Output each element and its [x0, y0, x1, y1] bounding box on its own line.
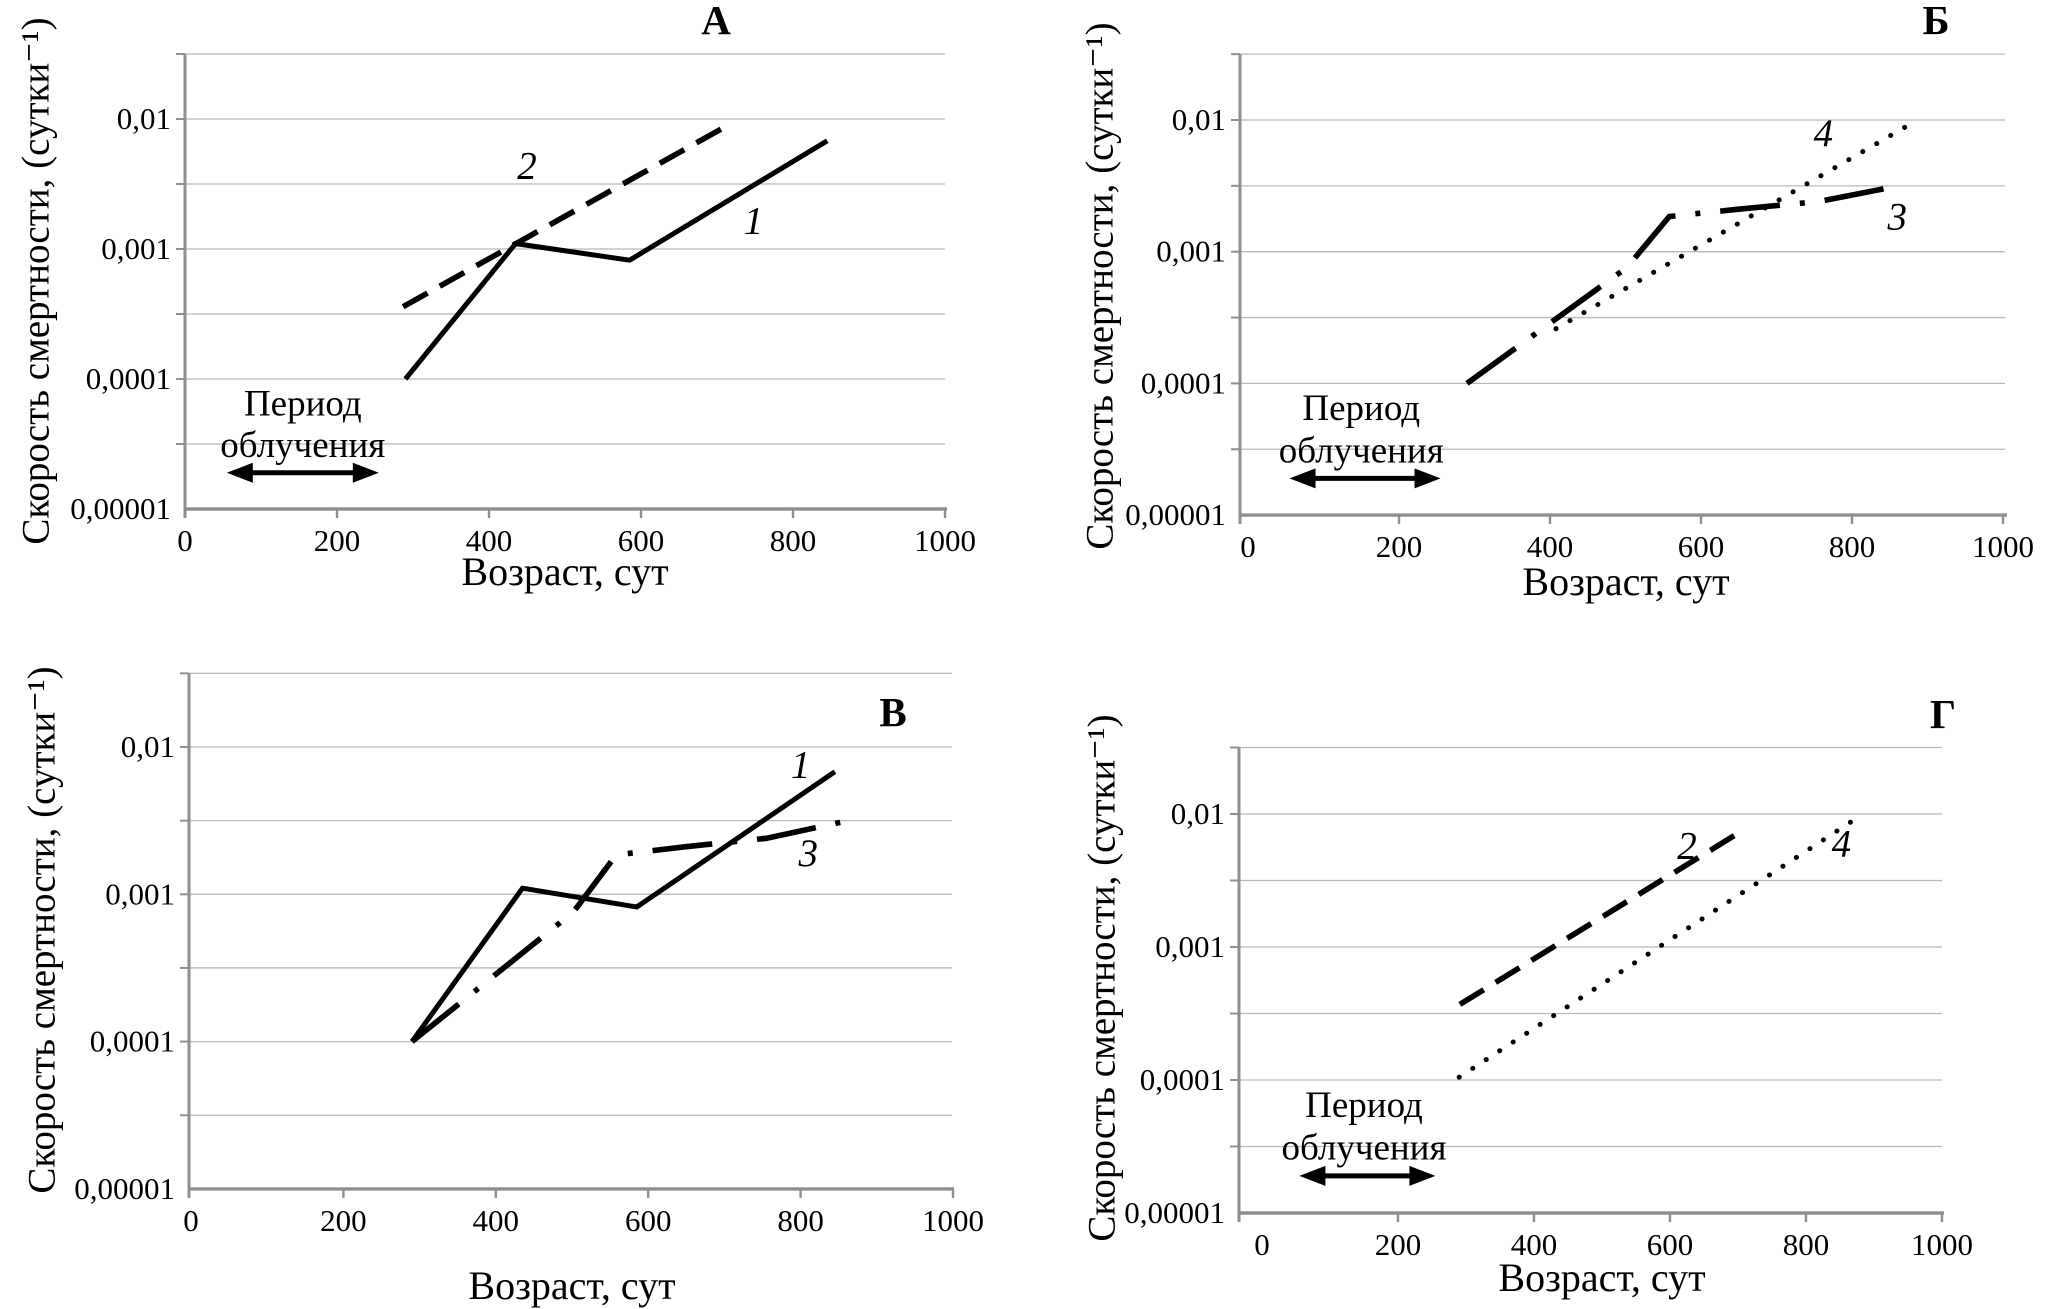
- y-tick-label: 0,001: [101, 231, 171, 266]
- x-tick-label: 200: [314, 523, 361, 558]
- x-tick-label: 0: [1254, 1227, 1270, 1262]
- plot-panel-Г: 0 200 400 600 800 1000 0,01 0,001 0,0001 0,00001 П…: [1124, 746, 1973, 1262]
- arrow-head-left-icon: [226, 462, 253, 483]
- x-tick-label: 200: [320, 1203, 367, 1238]
- plot-panel-А: 0 200 400 600 800 1000 0,01 0,001 0,0001 0,00001 П…: [70, 53, 976, 558]
- x-tick-label: 0: [177, 523, 193, 558]
- y-tick-label: 0,001: [105, 876, 175, 911]
- x-tick-label: 800: [1783, 1227, 1830, 1262]
- y-tick-label: 0,00001: [1125, 497, 1226, 532]
- x-tick-label: 600: [1647, 1227, 1694, 1262]
- panel-letter-A: А: [701, 0, 731, 43]
- x-tick-label: 200: [1376, 529, 1423, 564]
- y-tick-label: 0,00001: [1124, 1195, 1225, 1230]
- annotation-period: Период: [244, 383, 362, 424]
- plot-panel-Б: 0 200 400 600 800 1000 0,01 0,001 0,0001 0,00001 П…: [1125, 53, 2034, 564]
- x-tick-label: 600: [618, 523, 665, 558]
- x-tick-label: 400: [466, 523, 513, 558]
- panel-letter-B: Б: [1922, 0, 1950, 43]
- curve-2-dashed: [401, 126, 723, 310]
- curve-number-label: 3: [1887, 196, 1908, 239]
- y-tick-label: 0,01: [121, 729, 175, 764]
- annotation-period: Период: [1302, 388, 1420, 429]
- x-tick-label: 800: [770, 523, 817, 558]
- y-axis-title-B: Скорость смертности, (сутки⁻¹): [1078, 22, 1122, 550]
- curve-4-dotted: [1553, 124, 1908, 332]
- x-axis-title-A: Возраст, сут: [461, 549, 669, 594]
- curve-3-dashdot: [410, 819, 844, 1044]
- y-tick-label: 0,001: [1156, 234, 1226, 269]
- curve-2-dashed: [1458, 826, 1747, 1007]
- x-tick-label: 1000: [922, 1203, 984, 1238]
- x-tick-label: 600: [1678, 529, 1725, 564]
- arrow-head-left-icon: [1289, 468, 1316, 489]
- x-tick-label: 800: [777, 1203, 824, 1238]
- curve-1-solid: [409, 769, 837, 1044]
- annotation-period: Период: [1305, 1085, 1423, 1126]
- y-tick-label: 0,0001: [90, 1024, 175, 1059]
- x-tick-label: 1000: [914, 523, 976, 558]
- curve-4-dotted: [1456, 811, 1866, 1080]
- annotation-irradiation: облучения: [1279, 430, 1444, 471]
- arrow-head-right-icon: [1409, 1165, 1436, 1186]
- panel-letter-G: Г: [1929, 691, 1957, 737]
- curve-3-dashdot: [1465, 184, 1895, 386]
- curve-number-label: 3: [797, 832, 818, 875]
- x-tick-label: 400: [1511, 1227, 1558, 1262]
- x-tick-label: 1000: [1972, 529, 2034, 564]
- y-axis-title-V: Скорость смертности, (сутки⁻¹): [20, 666, 64, 1194]
- curve-number-label: 2: [517, 144, 537, 187]
- x-axis-title-B: Возраст, сут: [1522, 559, 1730, 604]
- x-tick-label: 1000: [1911, 1227, 1973, 1262]
- x-tick-label: 400: [473, 1203, 520, 1238]
- x-tick-label: 800: [1829, 529, 1876, 564]
- curve-number-label: 4: [1832, 823, 1852, 866]
- y-tick-label: 0,001: [1155, 929, 1225, 964]
- y-tick-label: 0,0001: [86, 361, 171, 396]
- arrow-head-right-icon: [1414, 468, 1441, 489]
- y-axis-title-A: Скорость смертности, (сутки⁻¹): [14, 17, 58, 545]
- x-tick-label: 0: [1240, 529, 1256, 564]
- y-axis-title-G: Скорость смертности, (сутки⁻¹): [1080, 714, 1124, 1242]
- x-tick-label: 0: [183, 1203, 199, 1238]
- x-tick-label: 600: [625, 1203, 672, 1238]
- y-tick-label: 0,0001: [1140, 1062, 1225, 1097]
- panel-letter-V: В: [879, 689, 907, 735]
- y-tick-label: 0,01: [117, 101, 171, 136]
- y-tick-label: 0,01: [1172, 102, 1226, 137]
- x-axis-title-V: Возраст, сут: [468, 1263, 676, 1308]
- curve-number-label: 4: [1814, 112, 1834, 155]
- curve-number-label: 1: [791, 744, 811, 787]
- x-tick-label: 200: [1375, 1227, 1422, 1262]
- annotation-irradiation: облучения: [1281, 1128, 1446, 1169]
- annotation-irradiation: облучения: [220, 425, 385, 466]
- y-tick-label: 0,01: [1171, 796, 1225, 831]
- curve-number-label: 1: [744, 200, 764, 243]
- curve-number-label: 2: [1677, 824, 1697, 867]
- x-tick-label: 400: [1527, 529, 1574, 564]
- y-tick-label: 0,0001: [1141, 365, 1226, 400]
- plot-panel-В: 0 200 400 600 800 1000 0,01 0,001 0,0001 0,00001 1…: [74, 672, 984, 1238]
- arrow-head-right-icon: [352, 462, 379, 483]
- y-tick-label: 0,00001: [70, 491, 171, 526]
- x-axis-title-G: Возраст, сут: [1498, 1255, 1706, 1300]
- y-tick-label: 0,00001: [74, 1171, 175, 1206]
- arrow-head-left-icon: [1299, 1165, 1326, 1186]
- curve-1-solid: [403, 138, 829, 381]
